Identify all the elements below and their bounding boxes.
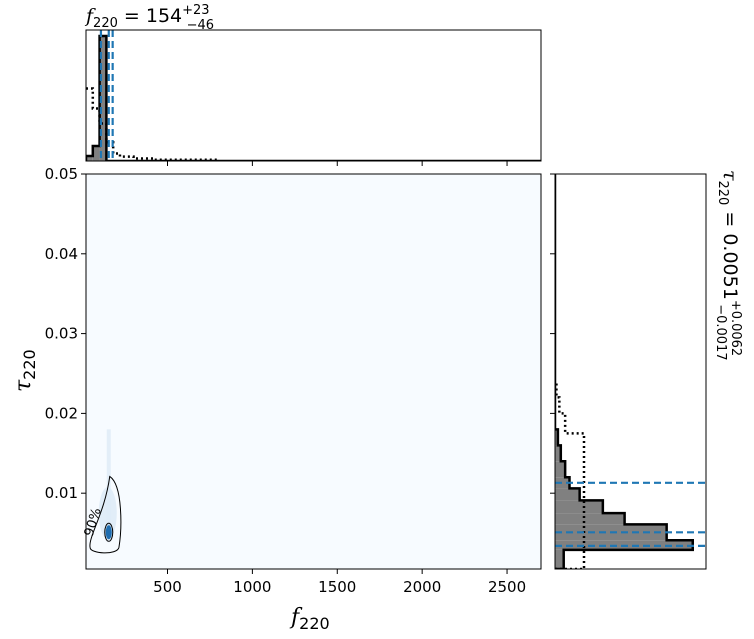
x-tick-label: 500 [153, 578, 182, 596]
tau-posterior-bar [555, 461, 566, 478]
x-tick-label: 1500 [318, 578, 356, 596]
tau-posterior-bar [555, 488, 580, 501]
x-tick-label: 2000 [403, 578, 441, 596]
tau-posterior-bar [555, 477, 570, 489]
f-posterior-bar [92, 146, 100, 161]
tau-posterior-bar [555, 429, 558, 446]
tau-posterior-bar [555, 549, 564, 569]
contour-inner [104, 522, 114, 542]
f-posterior-bar [99, 36, 107, 161]
f-prior-outline [86, 87, 220, 161]
y-tick-label: 0.03 [45, 325, 78, 343]
x-tick-label: 1000 [233, 578, 271, 596]
density-peak [105, 525, 112, 540]
joint-panel: 500 1000 1500 2000 25000.010.020.030.040.05 … [11, 165, 542, 633]
f-posterior-bar [86, 156, 93, 161]
density-background [86, 174, 541, 569]
y-axis-label: τ220 [11, 349, 39, 392]
f-marginal-panel: f220 = 154+23 −46 [84, 3, 542, 166]
tau-marginal-frame [554, 173, 707, 570]
tau-marginal-panel: τ220 = 0.0051+0.0062−0.0017 [550, 170, 743, 570]
y-tick-label: 0.01 [45, 484, 78, 502]
y-tick-label: 0.05 [45, 165, 78, 183]
tau-posterior-outline [555, 174, 694, 569]
y-tick-label: 0.02 [45, 404, 78, 422]
density-streak [106, 429, 111, 526]
f-posterior-outline [86, 34, 541, 161]
contour-90 [89, 475, 122, 554]
f-marginal-title: f220 = 154+23 −46 [84, 3, 214, 33]
tau-posterior-bar [555, 500, 603, 514]
tau-posterior-bar [555, 445, 561, 462]
y-tick-label: 0.04 [45, 245, 78, 263]
x-tick-label: 2500 [488, 578, 526, 596]
tau-marginal-title: τ220 = 0.0051+0.0062−0.0017 [713, 170, 743, 361]
x-axis-label: f220 [289, 605, 330, 633]
f-marginal-frame [85, 29, 542, 162]
tau-posterior-bar [555, 513, 625, 525]
joint-frame [85, 173, 542, 570]
